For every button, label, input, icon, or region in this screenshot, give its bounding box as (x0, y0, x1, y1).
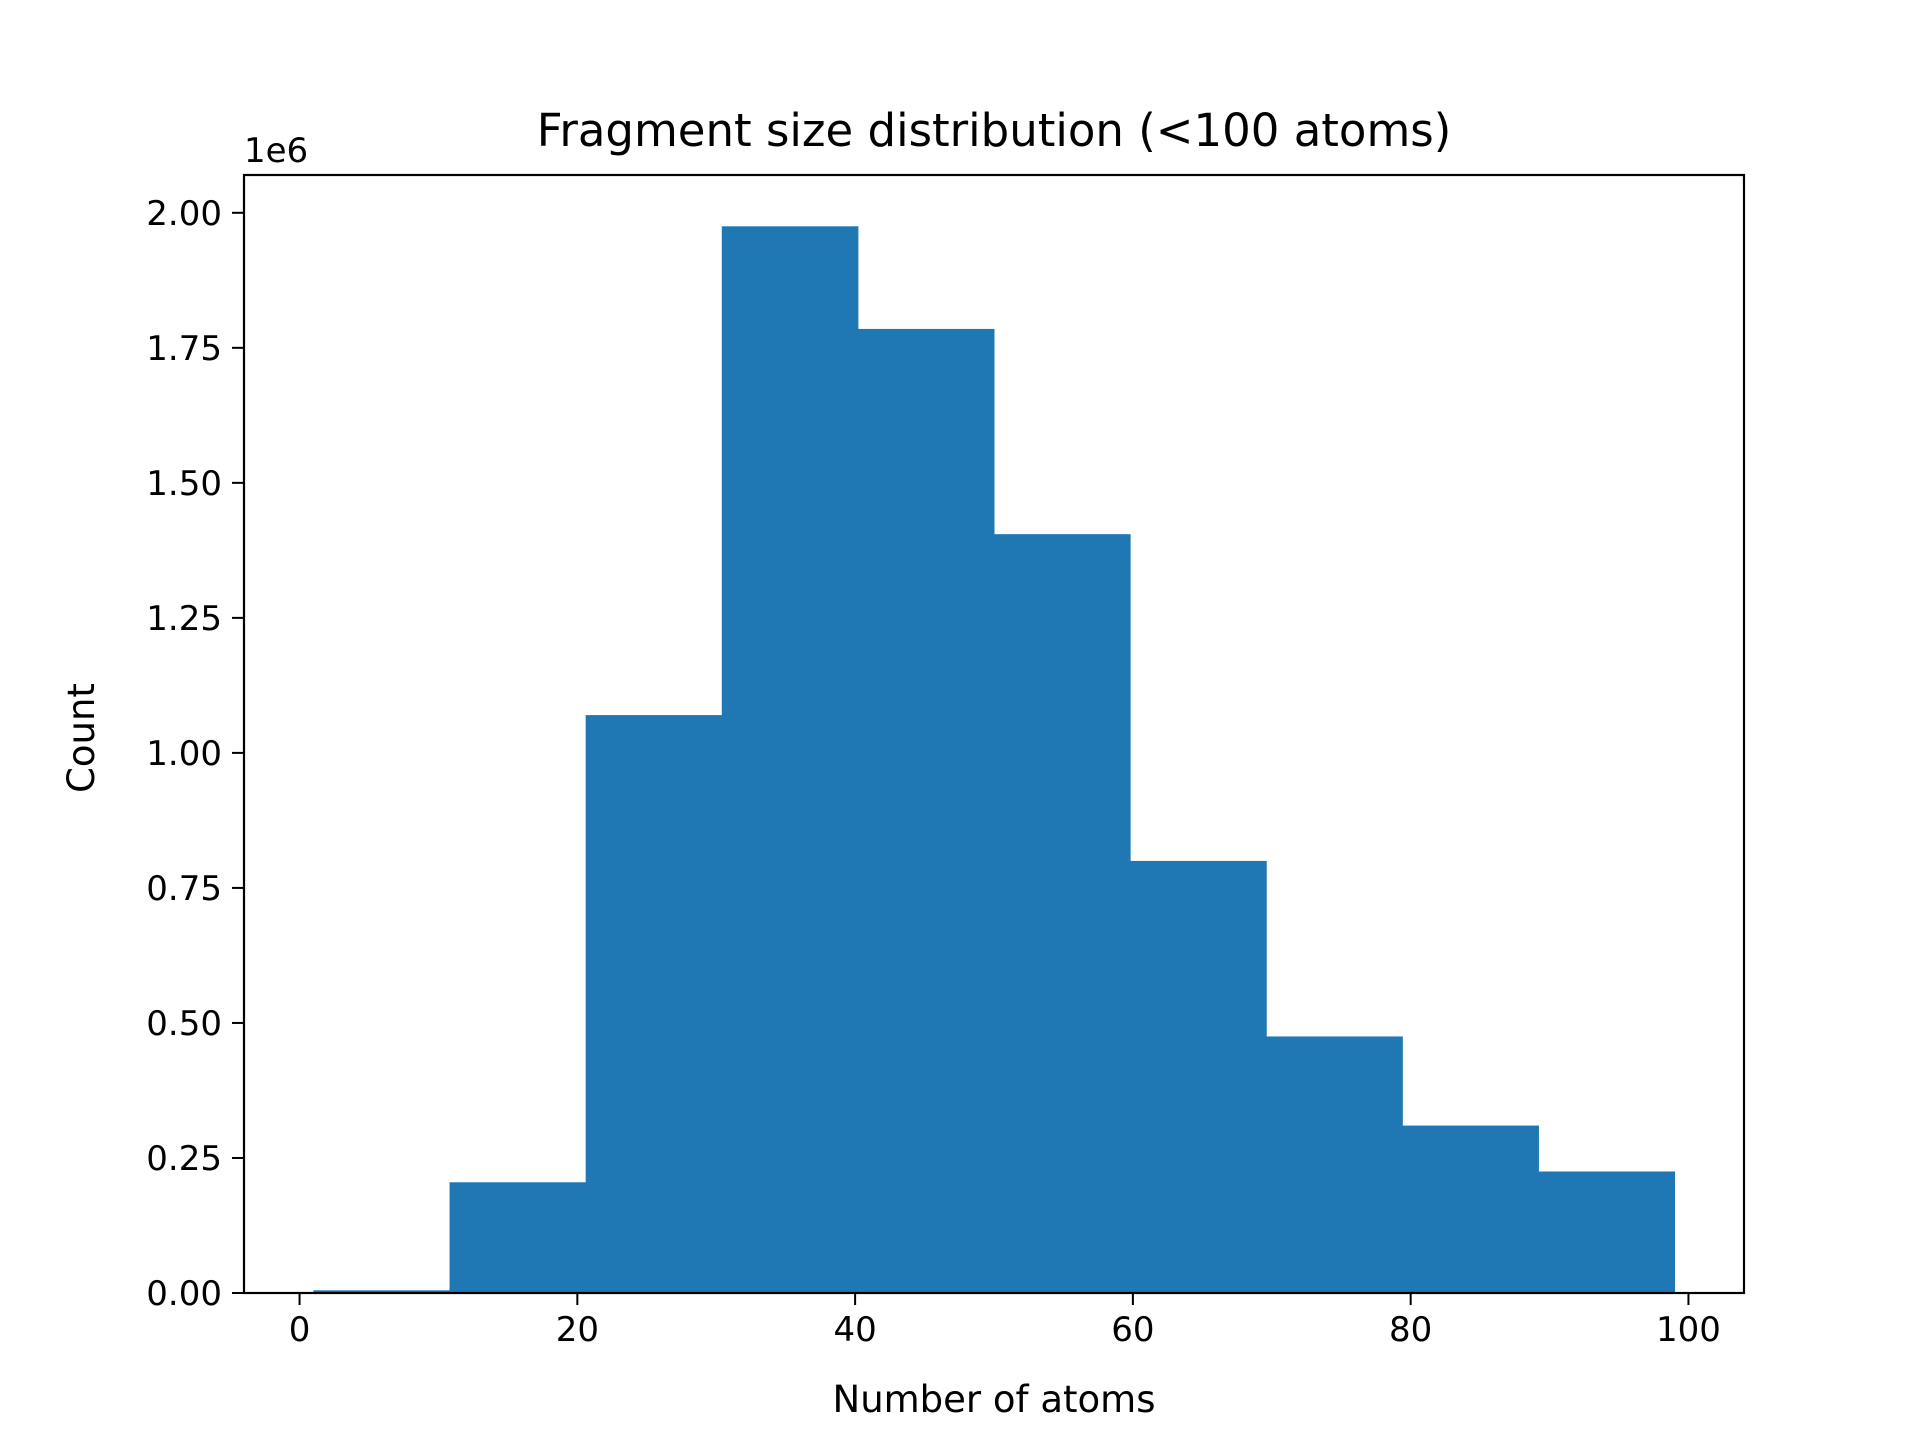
y-tick-label: 0.50 (146, 1004, 222, 1044)
histogram-bar (1266, 1036, 1403, 1293)
y-tick-label: 1.50 (146, 464, 222, 504)
x-tick-label: 100 (1656, 1310, 1721, 1350)
plot-area-frame (242, 173, 1746, 1295)
histogram-bar (585, 715, 723, 1293)
x-tick-label: 0 (289, 1310, 311, 1350)
y-tick-label: 0.75 (146, 869, 222, 909)
histogram-bar (1402, 1125, 1539, 1293)
x-tick-label: 60 (1111, 1310, 1154, 1350)
y-tick-label: 2.00 (146, 194, 222, 234)
histogram-bar (449, 1182, 587, 1293)
y-axis-ticks: 0.00 0.25 0.50 0.75 1.00 1.25 1.50 1.75 2.00 (146, 194, 244, 1314)
y-tick-label: 1.00 (146, 734, 222, 774)
y-tick-label: 0.25 (146, 1139, 222, 1179)
x-tick-label: 20 (556, 1310, 599, 1350)
chart-title: Fragment size distribution (<100 atoms) (537, 104, 1452, 157)
x-tick-label: 40 (833, 1310, 876, 1350)
histogram-bar (1538, 1171, 1676, 1293)
x-axis-ticks: 0 20 40 60 80 100 (289, 1293, 1721, 1350)
histogram-bar (313, 1290, 451, 1293)
histogram-bar (721, 226, 859, 1293)
x-axis-title: Number of atoms (833, 1378, 1156, 1421)
y-axis-offset-label: 1e6 (244, 131, 308, 171)
y-tick-label: 1.75 (146, 329, 222, 369)
histogram-bars (313, 226, 1676, 1293)
y-tick-label: 0.00 (146, 1274, 222, 1314)
histogram-bar (994, 534, 1131, 1293)
y-axis-title: Count (60, 683, 103, 793)
x-tick-label: 80 (1389, 1310, 1432, 1350)
histogram-bar (857, 328, 995, 1293)
y-tick-label: 1.25 (146, 599, 222, 639)
histogram-bar (1130, 860, 1267, 1293)
